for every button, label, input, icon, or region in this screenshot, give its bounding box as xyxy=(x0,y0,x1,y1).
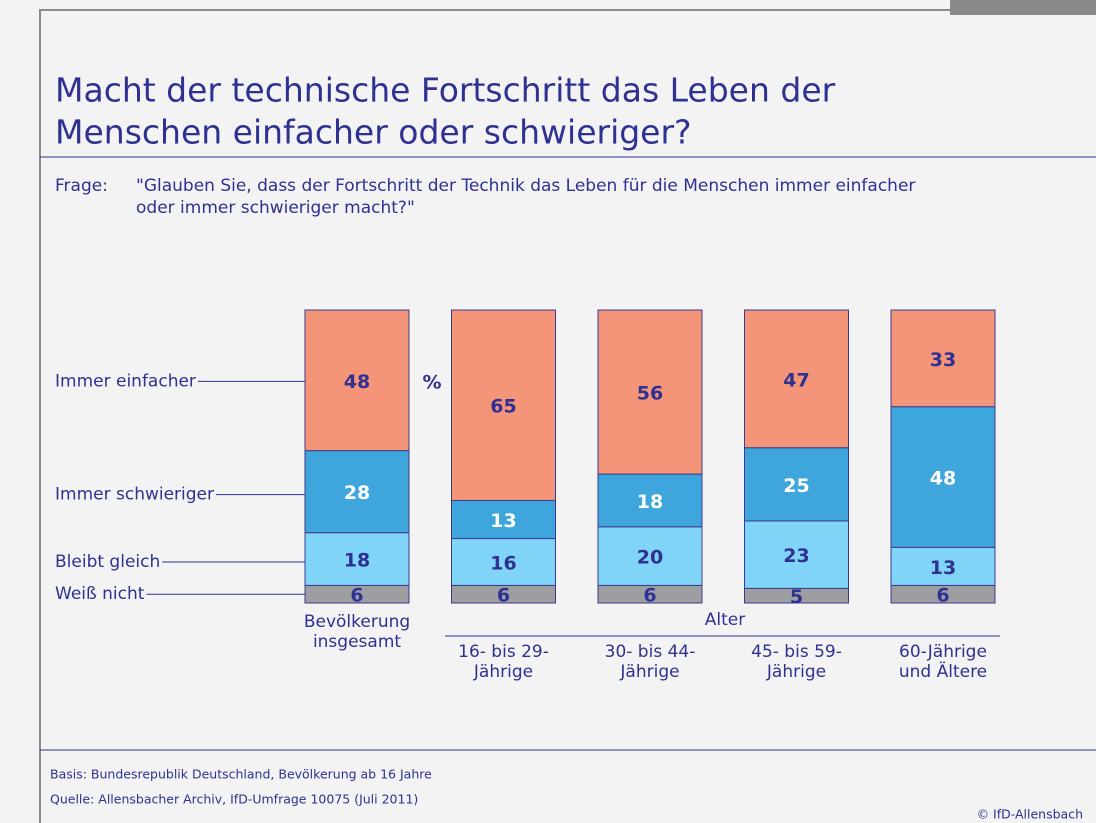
value-label: 25 xyxy=(783,475,809,497)
question: "Glauben Sie, dass der Fortschritt der T… xyxy=(136,176,915,196)
x-tick-label: Jährige xyxy=(619,662,679,682)
credit: © IfD-Allensbach xyxy=(977,807,1083,822)
note: Basis: Bundesrepublik Deutschland, Bevöl… xyxy=(50,767,432,782)
bar-segment xyxy=(890,546,996,586)
bar-segment xyxy=(451,538,556,586)
chart-title: Menschen einfacher oder schwieriger? xyxy=(55,113,692,152)
value-label: 18 xyxy=(344,550,370,572)
frame xyxy=(39,9,1096,823)
question: oder immer schwieriger macht?" xyxy=(136,198,415,218)
value-label: 13 xyxy=(930,557,956,579)
value-label: 18 xyxy=(637,491,663,513)
value-label: 6 xyxy=(350,585,363,607)
value-label: 48 xyxy=(344,371,370,393)
legend-label: Immer einfacher xyxy=(55,371,196,391)
legend-label: Bleibt gleich xyxy=(55,552,160,572)
x-tick-label: und Ältere xyxy=(899,661,987,682)
x-tick-label: Jährige xyxy=(766,662,826,682)
value-label: 6 xyxy=(643,585,656,607)
x-tick-label: insgesamt xyxy=(313,632,401,652)
value-label: 16 xyxy=(490,552,516,574)
question-label: Frage: xyxy=(55,176,108,196)
value-label: 48 xyxy=(930,468,956,490)
bar-segment xyxy=(304,450,410,534)
x-tick-label: 30- bis 44- xyxy=(605,642,696,662)
value-label: 20 xyxy=(637,547,663,569)
bar-segment xyxy=(451,309,556,501)
x-tick-label: 16- bis 29- xyxy=(458,642,549,662)
bar-segment xyxy=(744,309,849,449)
bar-segment xyxy=(597,473,703,528)
bar-segment xyxy=(890,406,996,548)
value-label: 56 xyxy=(637,383,663,405)
value-label: 65 xyxy=(490,396,516,418)
bar-segment xyxy=(744,520,849,589)
bar-segment xyxy=(597,309,703,475)
bar-segment xyxy=(451,499,556,540)
value-label: 6 xyxy=(936,585,949,607)
value-label: 6 xyxy=(497,585,510,607)
chart-title: Macht der technische Fortschritt das Leb… xyxy=(55,71,836,110)
unit-label: % xyxy=(422,372,441,394)
x-tick-label: 45- bis 59- xyxy=(751,642,842,662)
value-label: 47 xyxy=(783,369,809,391)
value-label: 23 xyxy=(783,545,809,567)
x-tick-label: Bevölkerung xyxy=(304,612,410,632)
note: Quelle: Allensbacher Archiv, IfD-Umfrage… xyxy=(50,792,418,807)
value-label: 33 xyxy=(930,349,956,371)
bar-segment xyxy=(890,309,996,408)
value-label: 5 xyxy=(790,586,803,608)
x-tick-label: 60-Jährige xyxy=(899,642,987,662)
legend-label: Weiß nicht xyxy=(55,584,145,604)
x-tick-label: Jährige xyxy=(473,662,533,682)
bar-segment xyxy=(304,309,410,452)
tab xyxy=(950,0,1096,15)
bar-segment xyxy=(597,526,703,586)
value-label: 28 xyxy=(344,482,370,504)
group-label: Alter xyxy=(705,610,745,630)
value-label: 13 xyxy=(490,510,516,532)
legend-label: Immer schwieriger xyxy=(55,485,214,505)
